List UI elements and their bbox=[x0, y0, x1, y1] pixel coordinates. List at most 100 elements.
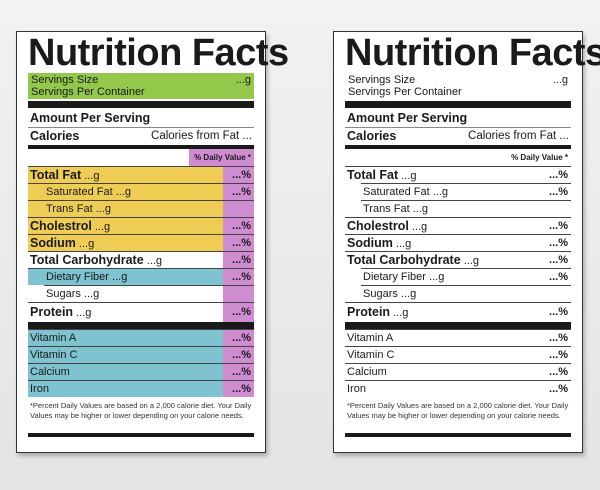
serving-size-label: Servings Size bbox=[348, 74, 416, 86]
nutrient-amount: ...g bbox=[76, 307, 92, 319]
divider-thick bbox=[345, 101, 571, 108]
nutrition-label-plain: Nutrition Facts Servings Size Servings Per… bbox=[333, 31, 600, 453]
serving-size-value: ...g bbox=[552, 74, 568, 86]
nutrient-daily-value: ...% bbox=[232, 237, 251, 249]
divider-bottom bbox=[345, 433, 571, 437]
vitamin-daily-value: ...% bbox=[232, 332, 251, 344]
divider-thick bbox=[345, 322, 571, 329]
nutrient-row: Total Fat ...g...% bbox=[28, 166, 254, 183]
calories-label: Calories bbox=[347, 129, 397, 143]
nutrient-row: Saturated Fat ...g...% bbox=[345, 183, 571, 200]
nutrient-name: Trans Fat bbox=[46, 203, 93, 215]
vitamin-row: Iron...% bbox=[28, 380, 254, 397]
nutrient-amount: ...g bbox=[395, 238, 412, 250]
serving-size-value: ...g bbox=[235, 74, 251, 86]
calories-row: Calories Calories from Fat ... bbox=[28, 128, 254, 145]
nutrient-row: Dietary Fiber ...g...% bbox=[345, 268, 571, 285]
nutrient-daily-value: ...% bbox=[232, 306, 251, 318]
vitamin-row: Vitamin A...% bbox=[28, 329, 254, 346]
nutrient-name: Dietary Fiber bbox=[363, 271, 426, 283]
nutrient-amount: ...g bbox=[429, 271, 445, 283]
vitamin-row: Vitamin C...% bbox=[28, 346, 254, 363]
calories-from-fat: Calories from Fat ... bbox=[151, 130, 252, 142]
nutrient-daily-value: ...% bbox=[549, 271, 568, 283]
vitamin-daily-value: ...% bbox=[232, 383, 251, 395]
amount-per-serving: Amount Per Serving bbox=[28, 108, 254, 128]
divider-thick bbox=[28, 322, 254, 329]
nutrient-name: Dietary Fiber bbox=[46, 271, 109, 283]
nutrient-amount: ...g bbox=[432, 186, 449, 198]
vitamin-daily-value: ...% bbox=[232, 349, 251, 361]
nutrient-name: Sodium bbox=[30, 236, 76, 250]
nutrient-amount: ...g bbox=[393, 307, 409, 319]
servings-per-container-label: Servings Per Container bbox=[348, 85, 462, 98]
footnote: *Percent Daily Values are based on a 2,0… bbox=[30, 401, 252, 420]
nutrient-row: Protein ...g...% bbox=[345, 302, 571, 322]
nutrition-label-colored: Nutrition Facts Servings Size Servings Per… bbox=[16, 31, 289, 453]
vitamin-daily-value: ...% bbox=[549, 349, 568, 361]
nutrient-name: Sugars bbox=[46, 288, 81, 300]
nutrient-daily-value: ...% bbox=[232, 169, 251, 181]
nutrient-amount: ...g bbox=[95, 203, 112, 215]
label-title: Nutrition Facts bbox=[28, 32, 289, 74]
nutrient-amount: ...g bbox=[115, 186, 132, 198]
nutrient-daily-value bbox=[223, 286, 254, 302]
nutrient-row: Total Fat ...g...% bbox=[345, 166, 571, 183]
label-title: Nutrition Facts bbox=[345, 32, 600, 74]
nutrient-name: Saturated Fat bbox=[46, 186, 113, 198]
vitamin-daily-value: ...% bbox=[549, 332, 568, 344]
divider-thick bbox=[28, 101, 254, 108]
nutrient-amount: ...g bbox=[463, 255, 480, 267]
nutrient-daily-value: ...% bbox=[549, 237, 568, 249]
nutrient-amount: ...g bbox=[78, 238, 95, 250]
nutrient-amount: ...g bbox=[412, 203, 429, 215]
servings-section: Servings Size Servings Per Container ...g bbox=[345, 73, 571, 99]
nutrient-amount: ...g bbox=[400, 288, 417, 300]
nutrient-row: Cholestrol ...g...% bbox=[28, 217, 254, 234]
vitamin-row: Vitamin A...% bbox=[345, 329, 571, 346]
nutrient-name: Sodium bbox=[347, 236, 393, 250]
nutrient-name: Sugars bbox=[363, 288, 398, 300]
vitamin-name: Calcium bbox=[347, 366, 387, 378]
nutrient-daily-value: ...% bbox=[549, 186, 568, 198]
nutrient-amount: ...g bbox=[146, 255, 163, 267]
nutrient-name: Protein bbox=[347, 305, 391, 319]
divider-bottom bbox=[28, 433, 254, 437]
nutrient-name: Cholestrol bbox=[347, 219, 409, 233]
nutrient-daily-value: ...% bbox=[549, 220, 568, 232]
nutrient-row: Dietary Fiber ...g...% bbox=[28, 268, 254, 285]
vitamin-daily-value: ...% bbox=[232, 366, 251, 378]
vitamin-name: Vitamin A bbox=[347, 332, 394, 344]
vitamin-name: Vitamin C bbox=[30, 349, 78, 361]
nutrient-name: Saturated Fat bbox=[363, 186, 430, 198]
vitamin-name: Iron bbox=[347, 383, 366, 395]
nutrient-daily-value: ...% bbox=[549, 306, 568, 318]
servings-per-container-label: Servings Per Container bbox=[31, 85, 145, 98]
nutrient-name: Total Fat bbox=[30, 168, 82, 182]
nutrient-row: Sugars ...g bbox=[28, 285, 254, 302]
nutrient-name: Total Fat bbox=[347, 168, 399, 182]
nutrient-row: Sodium ...g...% bbox=[345, 234, 571, 251]
nutrient-daily-value bbox=[540, 286, 571, 302]
amount-per-serving: Amount Per Serving bbox=[345, 108, 571, 128]
daily-value-header: % Daily Value * bbox=[28, 149, 254, 166]
nutrient-amount: ...g bbox=[94, 221, 111, 233]
nutrient-name: Cholestrol bbox=[30, 219, 92, 233]
vitamin-daily-value: ...% bbox=[549, 383, 568, 395]
vitamin-name: Calcium bbox=[30, 366, 70, 378]
vitamin-daily-value: ...% bbox=[549, 366, 568, 378]
nutrient-daily-value bbox=[540, 201, 571, 217]
nutrient-amount: ...g bbox=[112, 271, 128, 283]
nutrient-amount: ...g bbox=[84, 170, 100, 182]
nutrient-row: Protein ...g...% bbox=[28, 302, 254, 322]
nutrient-row: Sodium ...g...% bbox=[28, 234, 254, 251]
nutrient-daily-value: ...% bbox=[232, 254, 251, 266]
daily-value-header: % Daily Value * bbox=[511, 153, 568, 162]
nutrient-amount: ...g bbox=[411, 221, 428, 233]
nutrient-daily-value: ...% bbox=[232, 220, 251, 232]
calories-from-fat: Calories from Fat ... bbox=[468, 130, 569, 142]
nutrient-name: Trans Fat bbox=[363, 203, 410, 215]
nutrient-daily-value: ...% bbox=[232, 186, 251, 198]
nutrient-daily-value bbox=[223, 201, 254, 217]
nutrient-daily-value: ...% bbox=[549, 254, 568, 266]
